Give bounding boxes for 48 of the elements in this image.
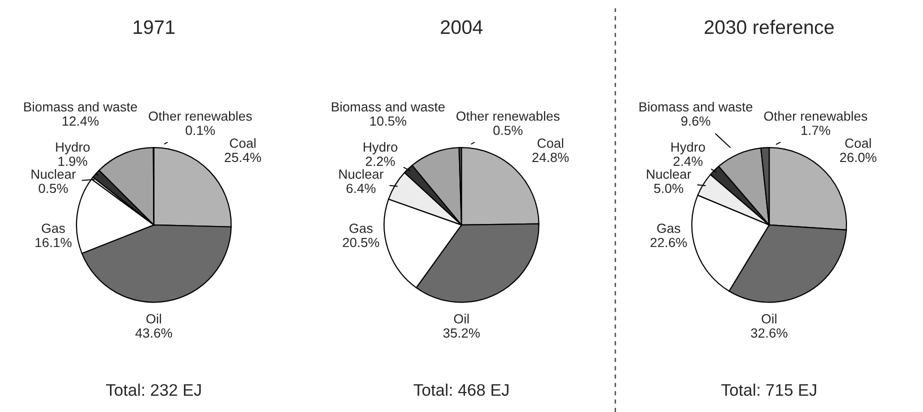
data-label: 22.6% [650,238,687,248]
slice-label: Gas [350,224,373,233]
data-label: 24.8% [532,152,569,162]
slice-label: Oil [454,314,469,324]
data-label: 2.2% [366,156,395,166]
data-label: 1.7% [802,126,830,135]
chart-title: 2004 [440,20,483,34]
data-label: 0.5% [38,184,68,194]
text: Total: 468 EJ [414,384,508,396]
slice-label: Biomass and waste [24,102,137,112]
slice-label: Oil [146,314,162,324]
slice-label: Hydro [671,142,705,154]
chart-title: 1971 [134,20,175,34]
slice-label: Other renewables [456,111,560,121]
data-label: 1.9% [58,156,88,166]
data-label: 16.1% [36,238,72,248]
data-label: 43.6% [135,328,172,338]
data-label: 9.6% [681,116,710,126]
slice-label: Gas [42,224,65,233]
data-label: 5.0% [654,184,684,194]
slice-label: Coal [230,138,256,148]
text: Total: 232 EJ [106,384,201,396]
data-label: 20.5% [342,238,380,248]
data-label: 10.5% [370,116,406,126]
data-label: 0.5% [493,126,522,136]
text: Total: 715 EJ [721,384,816,396]
slice-label: Nuclear [32,169,76,179]
slice-label: Coal [538,138,564,148]
slice-label: Hydro [364,142,398,154]
data-label: 32.6% [750,328,788,338]
data-label: 12.4% [62,116,99,126]
data-label: 25.4% [224,152,262,162]
slice-label: Biomass and waste [332,102,445,112]
data-label: 2.4% [674,156,703,166]
slice-label: Oil [762,314,776,324]
slice-label: Nuclear [646,169,692,179]
data-label: 35.2% [443,328,480,338]
slice-label: Coal [845,138,871,148]
data-label: 6.4% [346,184,376,194]
slice-label: Other renewables [148,111,252,121]
chart-title: 2030 reference [704,20,834,34]
data-label: 26.0% [840,152,876,162]
slice-label: Hydro [56,142,90,154]
slice-label: Biomass and waste [640,102,752,112]
slice-label: Nuclear [339,169,384,179]
slice-label: Gas [657,224,680,233]
data-label: 0.1% [186,126,215,136]
slice-label: Other renewables [764,111,868,121]
